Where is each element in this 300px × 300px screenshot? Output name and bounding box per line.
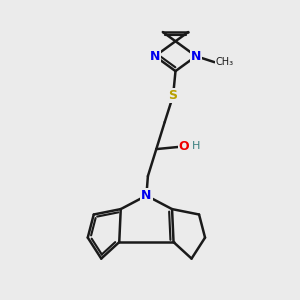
Text: O: O xyxy=(178,140,189,153)
Text: CH₃: CH₃ xyxy=(215,57,233,67)
Text: N: N xyxy=(150,50,160,63)
Text: N: N xyxy=(191,50,201,63)
Text: S: S xyxy=(169,89,178,102)
Text: N: N xyxy=(141,189,152,202)
Text: H: H xyxy=(192,140,200,151)
